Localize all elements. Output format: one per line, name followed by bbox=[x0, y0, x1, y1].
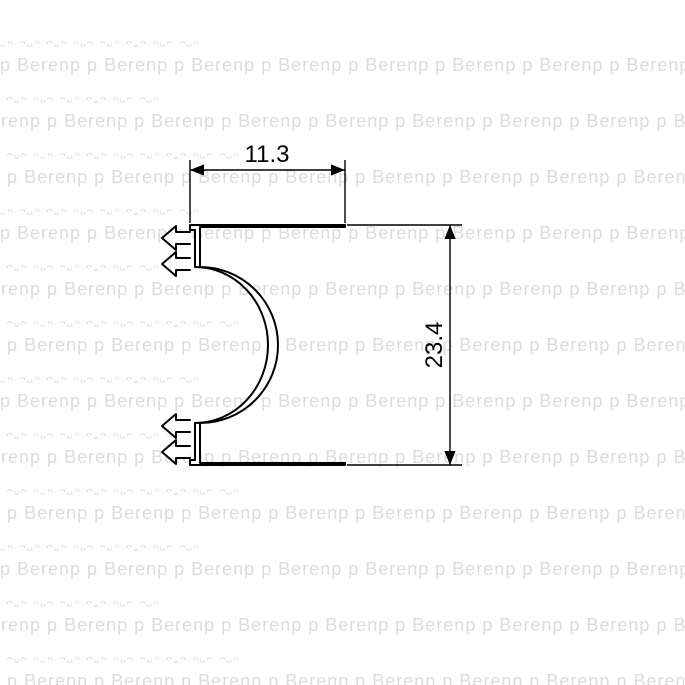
bottom-clip bbox=[162, 414, 190, 464]
technical-drawing: 11.3 23.4 bbox=[0, 0, 685, 685]
top-clip bbox=[162, 226, 190, 276]
profile-outline bbox=[162, 225, 345, 465]
dimension-width-value: 11.3 bbox=[245, 141, 290, 168]
dimension-width: 11.3 bbox=[190, 141, 345, 223]
dimension-height: 23.4 bbox=[347, 225, 462, 465]
dimension-height-value: 23.4 bbox=[421, 322, 448, 369]
